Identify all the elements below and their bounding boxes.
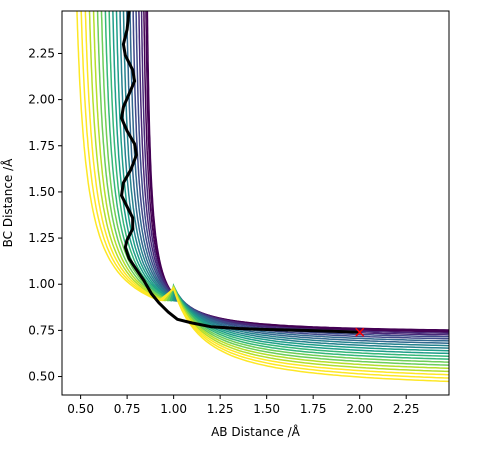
y-tick-label: 1.50 bbox=[28, 185, 55, 199]
trajectory-layer bbox=[120, 11, 365, 337]
x-tick-label: 1.25 bbox=[207, 402, 234, 416]
y-tick-label: 2.00 bbox=[28, 93, 55, 107]
y-tick-label: 1.75 bbox=[28, 139, 55, 153]
y-tick-label: 1.00 bbox=[28, 277, 55, 291]
plot-frame bbox=[61, 10, 450, 396]
x-tick-label: 2.25 bbox=[393, 402, 420, 416]
x-tick-label: 1.00 bbox=[160, 402, 187, 416]
y-tick-label: 2.25 bbox=[28, 46, 55, 60]
y-axis-label: BC Distance /Å bbox=[0, 158, 15, 248]
x-axis-label: AB Distance /Å bbox=[211, 424, 301, 439]
x-tick-label: 0.50 bbox=[67, 402, 94, 416]
trajectory-line bbox=[120, 11, 360, 334]
start-marker bbox=[355, 327, 365, 337]
x-axis-ticks: 0.50 0.75 1.00 1.25 1.50 1.75 2.00 2.25 bbox=[67, 395, 420, 416]
y-axis-ticks: 0.50 0.75 1.00 1.25 1.50 1.75 2.00 2.25 bbox=[28, 46, 62, 384]
x-tick-label: 0.75 bbox=[114, 402, 141, 416]
x-tick-label: 1.50 bbox=[253, 402, 280, 416]
x-tick-label: 1.75 bbox=[300, 402, 327, 416]
y-tick-label: 0.50 bbox=[28, 370, 55, 384]
contour-line bbox=[76, 11, 449, 383]
y-tick-label: 0.75 bbox=[28, 323, 55, 337]
y-tick-label: 1.25 bbox=[28, 231, 55, 245]
x-tick-label: 2.00 bbox=[346, 402, 373, 416]
